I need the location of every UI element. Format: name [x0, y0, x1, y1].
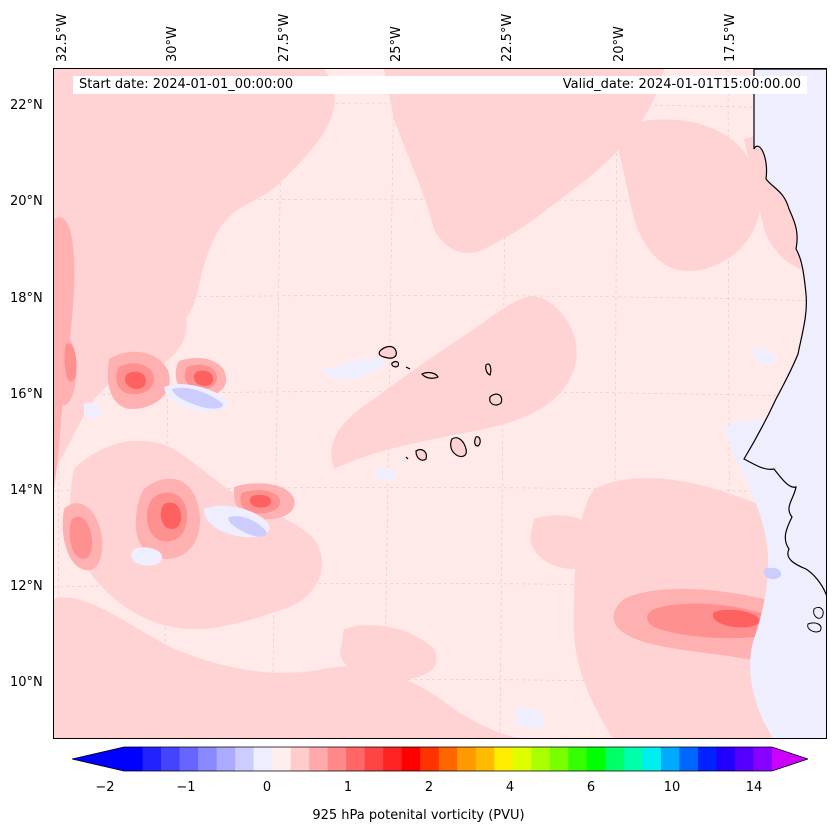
- latitude-label: 14°N: [10, 483, 43, 498]
- colorbar-swatch: [531, 747, 551, 771]
- colorbar: [72, 746, 808, 772]
- map-panel[interactable]: [53, 68, 827, 739]
- colorbar-swatch: [124, 747, 144, 771]
- colorbar-swatch: [494, 747, 514, 771]
- date-info-bar: Start date: 2024-01-01_00:00:00 Valid_da…: [73, 76, 807, 94]
- colorbar-swatch: [161, 747, 181, 771]
- colorbar-swatch: [697, 747, 717, 771]
- colorbar-tick-label: 0: [262, 780, 272, 795]
- colorbar-swatch: [198, 747, 218, 771]
- colorbar-swatch: [327, 747, 347, 771]
- colorbar-swatch: [716, 747, 736, 771]
- colorbar-swatch: [586, 747, 606, 771]
- colorbar-swatch: [734, 747, 754, 771]
- latitude-label: 10°N: [10, 675, 43, 690]
- pv-contour-map: [54, 69, 826, 738]
- longitude-label: 32.5°W: [55, 13, 70, 62]
- colorbar-tick-label: 14: [745, 780, 763, 795]
- colorbar-swatch: [420, 747, 440, 771]
- valid-date-text: Valid_date: 2024-01-01T15:00:00.00: [562, 77, 801, 92]
- colorbar-tick-label: 6: [586, 780, 596, 795]
- colorbar-swatch: [549, 747, 569, 771]
- longitude-label: 22.5°W: [500, 13, 515, 62]
- latitude-label: 18°N: [10, 291, 43, 306]
- colorbar-swatch: [475, 747, 495, 771]
- colorbar-tick-label: 10: [663, 780, 681, 795]
- colorbar-swatch: [346, 747, 366, 771]
- start-date-text: Start date: 2024-01-01_00:00:00: [79, 77, 294, 92]
- africa-coastline: [743, 69, 826, 596]
- colorbar-swatch: [679, 747, 699, 771]
- coast-islands: [807, 606, 824, 633]
- colorbar-tick-label: 2: [424, 780, 434, 795]
- colorbar-swatch: [253, 747, 273, 771]
- colorbar-tick-label: −1: [176, 780, 196, 795]
- colorbar-swatch: [457, 747, 477, 771]
- colorbar-swatch: [309, 747, 329, 771]
- colorbar-swatch: [216, 747, 236, 771]
- latitude-label: 16°N: [10, 387, 43, 402]
- colorbar-swatch: [512, 747, 532, 771]
- colorbar-tick-label: −2: [95, 780, 115, 795]
- longitude-label: 17.5°W: [723, 13, 738, 62]
- colorbar-swatch: [272, 747, 292, 771]
- colorbar-extend-high: [772, 747, 808, 771]
- pv-level-red: [125, 370, 760, 628]
- latitude-label: 20°N: [10, 194, 43, 209]
- colorbar-swatch: [364, 747, 384, 771]
- colorbar-swatch: [179, 747, 199, 771]
- colorbar-swatch: [753, 747, 773, 771]
- colorbar-swatch: [401, 747, 421, 771]
- colorbar-swatch: [642, 747, 662, 771]
- colorbar-swatch: [290, 747, 310, 771]
- colorbar-tick-label: 4: [505, 780, 515, 795]
- colorbar-swatch: [383, 747, 403, 771]
- colorbar-extend-low: [72, 747, 124, 771]
- longitude-label: 25°W: [389, 26, 404, 62]
- colorbar-swatch: [235, 747, 255, 771]
- cape-verde-islands: [378, 345, 503, 461]
- colorbar-swatch: [660, 747, 680, 771]
- colorbar-swatch: [605, 747, 625, 771]
- latitude-label: 22°N: [10, 98, 43, 113]
- latitude-label: 12°N: [10, 579, 43, 594]
- colorbar-outline: [72, 746, 808, 772]
- pv-level-pale-blue: [172, 387, 782, 580]
- colorbar-swatch: [142, 747, 162, 771]
- colorbar-swatch: [438, 747, 458, 771]
- longitude-label: 20°W: [612, 26, 627, 62]
- longitude-label: 30°W: [165, 26, 180, 62]
- colorbar-swatch: [568, 747, 588, 771]
- longitude-label: 27.5°W: [277, 13, 292, 62]
- colorbar-swatch: [623, 747, 643, 771]
- colorbar-tick-label: 1: [343, 780, 353, 795]
- colorbar-label: 925 hPa potenital vorticity (PVU): [312, 808, 525, 823]
